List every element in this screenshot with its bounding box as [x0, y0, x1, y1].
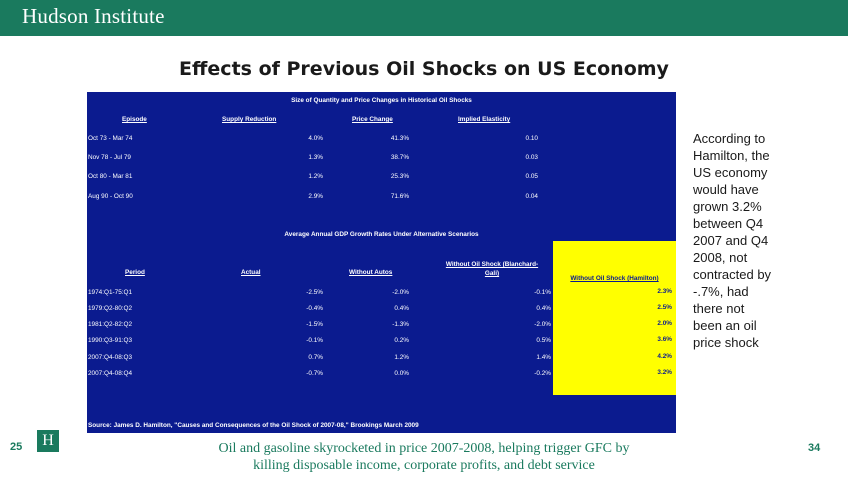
t2-cell: 0.5% [536, 337, 551, 344]
page-number: 34 [808, 442, 821, 454]
t2-col-without-autos: Without Autos [349, 269, 393, 276]
t2-cell: 2007:Q4-08:Q4 [88, 370, 133, 377]
footer-caption: Oil and gasoline skyrocketed in price 20… [100, 440, 748, 474]
t1-cell: 0.10 [525, 135, 538, 142]
t2-cell: 2.3% [657, 288, 672, 295]
t2-cell: 3.2% [657, 369, 672, 376]
t2-col-actual: Actual [241, 269, 261, 276]
t2-cell: 1.4% [536, 354, 551, 361]
slide-number: 25 [10, 441, 23, 453]
side-line: would have [693, 182, 759, 197]
t2-cell: 1990:Q3-91:Q3 [88, 337, 133, 344]
source-note: Source: James D. Hamilton, "Causes and C… [88, 422, 419, 429]
t2-cell: 0.0% [394, 370, 409, 377]
t2-col-blanchard: Without Oil Shock (Blanchard-Gali) [445, 261, 539, 277]
t1-cell: 0.04 [525, 193, 538, 200]
data-table-panel: Without Oil Shock (Hamilton) 2.3% 2.5% 2… [87, 92, 676, 433]
t1-col-supply: Supply Reduction [222, 116, 277, 123]
t1-col-price: Price Change [352, 116, 393, 123]
t2-cell: 4.2% [657, 353, 672, 360]
caption-line: killing disposable income, corporate pro… [253, 458, 595, 473]
t2-cell: -0.7% [306, 370, 323, 377]
t2-cell: -1.3% [392, 321, 409, 328]
side-line: -.7%, had [693, 284, 749, 299]
slide-title: Effects of Previous Oil Shocks on US Eco… [179, 58, 669, 80]
side-line: between Q4 [693, 216, 764, 231]
t1-cell: 71.6% [390, 193, 409, 200]
side-line: According to [693, 131, 766, 146]
t1-cell: 41.3% [390, 135, 409, 142]
t1-cell: Oct 73 - Mar 74 [88, 135, 133, 142]
header-bar: Hudson Institute [0, 0, 848, 36]
t2-cell: 2.0% [657, 320, 672, 327]
t1-cell: Oct 80 - Mar 81 [88, 173, 133, 180]
t2-cell: 1.2% [394, 354, 409, 361]
t2-cell: -2.0% [392, 289, 409, 296]
t2-col-hamilton: Without Oil Shock (Hamilton) [570, 275, 659, 282]
t2-cell: 1974:Q1-75:Q1 [88, 289, 133, 296]
t1-cell: 1.2% [308, 173, 323, 180]
table1-title: Size of Quantity and Price Changes in Hi… [291, 97, 472, 104]
t1-cell: Nov 78 - Jul 79 [88, 154, 131, 161]
t1-cell: 1.3% [308, 154, 323, 161]
caption-line: Oil and gasoline skyrocketed in price 20… [218, 441, 630, 456]
t2-col-period: Period [125, 269, 145, 276]
t2-cell: -0.2% [534, 370, 551, 377]
t2-cell: 1981:Q2-82:Q2 [88, 321, 133, 328]
side-line: grown 3.2% [693, 199, 762, 214]
t1-cell: 0.05 [525, 173, 538, 180]
t2-cell: -2.0% [534, 321, 551, 328]
brand-logo-text: Hudson Institute [22, 4, 165, 28]
t1-col-episode: Episode [122, 116, 147, 123]
t2-cell: 0.7% [308, 354, 323, 361]
t1-cell: 38.7% [390, 154, 409, 161]
t2-cell: 1979:Q2-80:Q2 [88, 305, 133, 312]
t1-cell: 2.9% [308, 193, 323, 200]
side-line: contracted by [693, 267, 772, 282]
side-commentary: According to Hamilton, the US economy wo… [693, 130, 803, 351]
t1-col-elasticity: Implied Elasticity [458, 116, 511, 123]
t2-cell: -0.4% [306, 305, 323, 312]
t1-cell: 0.03 [525, 154, 538, 161]
side-line: 2008, not [693, 250, 748, 265]
t1-cell: 25.3% [390, 173, 409, 180]
t2-cell: 2.5% [657, 304, 672, 311]
side-line: price shock [693, 335, 759, 350]
t2-cell: -0.1% [534, 289, 551, 296]
side-line: US economy [693, 165, 768, 180]
t2-cell: -2.5% [306, 289, 323, 296]
t2-cell: -1.5% [306, 321, 323, 328]
t2-cell: 2007:Q4-08:Q3 [88, 354, 133, 361]
side-line: 2007 and Q4 [693, 233, 769, 248]
t2-cell: 0.4% [394, 305, 409, 312]
side-line: been an oil [693, 318, 757, 333]
t2-cell: 0.2% [394, 337, 409, 344]
t2-cell: 3.6% [657, 336, 672, 343]
t1-cell: Aug 90 - Oct 90 [88, 193, 133, 200]
hamilton-highlight: Without Oil Shock (Hamilton) 2.3% 2.5% 2… [553, 241, 676, 395]
hudson-h-logo-icon: H [37, 430, 59, 452]
side-line: Hamilton, the [693, 148, 770, 163]
table2-title: Average Annual GDP Growth Rates Under Al… [284, 231, 479, 238]
t1-cell: 4.0% [308, 135, 323, 142]
t2-cell: 0.4% [536, 305, 551, 312]
side-line: there not [693, 301, 745, 316]
t2-cell: -0.1% [306, 337, 323, 344]
